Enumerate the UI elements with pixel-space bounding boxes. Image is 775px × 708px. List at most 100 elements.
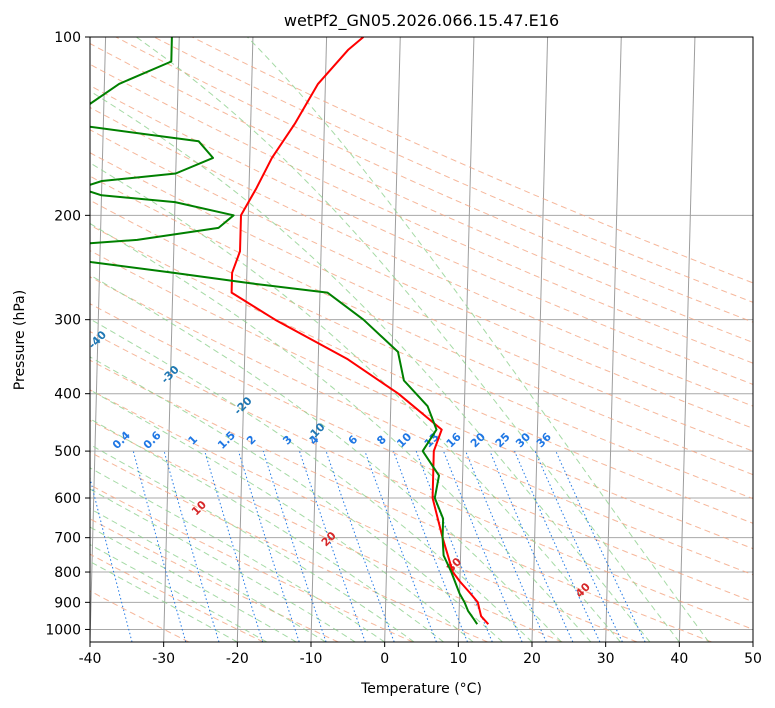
mixing-ratio-label: 16 xyxy=(444,430,464,450)
dry-adiabat-line xyxy=(90,359,712,642)
moist-adiabat-line xyxy=(90,356,503,642)
y-tick-label: 1000 xyxy=(45,622,81,638)
dry-adiabat-line xyxy=(191,37,753,284)
mixing-ratio-line xyxy=(238,450,300,642)
chart-title: wetPf2_GN05.2026.066.15.47.E16 xyxy=(284,11,559,31)
dry-adiabat-line xyxy=(90,63,753,364)
dry-adiabat-line xyxy=(90,303,753,603)
dry-adiabat-label: 20 xyxy=(319,529,339,549)
mixing-ratio-label: 0.1 xyxy=(13,429,36,452)
dry-adiabat-line xyxy=(90,129,753,429)
mixing-ratio-label: 0.6 xyxy=(141,429,164,452)
y-tick-label: 600 xyxy=(54,491,81,507)
isotherm-line xyxy=(163,37,180,642)
mixing-ratio-label: 10 xyxy=(394,430,414,450)
mixing-ratio-line xyxy=(132,450,187,642)
moist-adiabats xyxy=(90,37,710,642)
dry-adiabat-line xyxy=(90,43,753,343)
dry-adiabat-line xyxy=(90,389,638,642)
moist-adiabat-line xyxy=(90,162,621,642)
plot-frame xyxy=(89,36,754,643)
dry-adiabat-line xyxy=(90,224,753,524)
mixing-ratio-line xyxy=(325,450,395,642)
moist-adiabat-line xyxy=(90,274,562,642)
moist-adiabat-line xyxy=(90,467,385,642)
x-tick-label: 50 xyxy=(744,651,762,667)
mixing-ratio-label: 25 xyxy=(493,430,513,450)
y-axis-label: Pressure (hPa) xyxy=(12,290,28,390)
mixing-ratio-line xyxy=(393,450,468,642)
dry-adiabat-line xyxy=(90,553,264,642)
isotherm-line xyxy=(236,37,254,642)
dry-adiabat-label: 10 xyxy=(189,498,209,518)
mixing-ratio-line xyxy=(364,450,437,642)
y-axis: 100 200 300 400 500 600 700 800 900 1000 xyxy=(45,30,90,638)
line-labels: 0.10.20.40.611.52346810131620253036-100-… xyxy=(13,328,593,600)
dry-adiabat-line xyxy=(90,276,753,576)
mixing-ratio-label: 6 xyxy=(346,433,361,448)
isobar-grid xyxy=(90,37,753,630)
dewpoint-line xyxy=(90,37,479,625)
x-tick-label: -20 xyxy=(226,651,249,667)
isotherm-label: -40 xyxy=(86,328,109,351)
isotherm-line xyxy=(90,37,107,642)
dry-adiabat-line xyxy=(90,85,753,385)
mixing-ratio-line xyxy=(262,450,327,642)
isotherm-line xyxy=(678,37,696,642)
y-tick-label: 500 xyxy=(54,444,81,460)
y-tick-label: 400 xyxy=(54,387,81,403)
y-tick-label: 100 xyxy=(54,30,81,46)
isotherm-label: -30 xyxy=(159,363,182,386)
moist-adiabat-line xyxy=(90,418,444,642)
y-tick-label: 300 xyxy=(54,313,81,329)
isotherm-line xyxy=(531,37,549,642)
dry-adiabat-line xyxy=(90,518,339,642)
mixing-ratio-line xyxy=(415,450,493,642)
moist-adiabat-line xyxy=(90,544,268,642)
mixing-ratio-line xyxy=(90,475,133,642)
dry-adiabat-label: 0 xyxy=(56,463,71,478)
y-tick-label: 900 xyxy=(54,595,81,611)
x-tick-label: -10 xyxy=(300,651,323,667)
moist-adiabat-line xyxy=(247,37,710,642)
dry-adiabat-line xyxy=(90,199,753,500)
y-tick-label: 700 xyxy=(54,531,81,547)
moist-adiabat-line xyxy=(90,560,238,642)
moist-adiabat-line xyxy=(90,488,356,642)
dry-adiabat-line xyxy=(90,590,190,642)
mixing-ratio-label: 3 xyxy=(280,433,295,448)
dry-adiabat-label: 40 xyxy=(573,580,593,600)
dry-adiabat-line xyxy=(90,419,563,642)
dry-adiabat-line xyxy=(90,484,414,642)
temperature-line xyxy=(230,37,490,625)
dry-adiabat-line xyxy=(90,175,753,476)
plot-area: 0.10.20.40.611.52346810131620253036-100-… xyxy=(13,37,753,642)
x-tick-label: -30 xyxy=(152,651,175,667)
x-tick-label: 20 xyxy=(523,651,541,667)
y-tick-label: 800 xyxy=(54,565,81,581)
dry-adiabat-line xyxy=(153,37,753,303)
mixing-ratio-line xyxy=(514,450,601,642)
isotherm-line xyxy=(752,622,753,642)
x-tick-label: -40 xyxy=(79,651,102,667)
x-axis: -40 -30 -20 -10 0 10 20 30 40 50 xyxy=(79,642,762,667)
moist-adiabat-line xyxy=(90,318,533,642)
mixing-ratio-line xyxy=(489,450,574,642)
moist-adiabat-line xyxy=(90,526,297,642)
mixing-ratio-label: 20 xyxy=(468,430,488,450)
mixing-ratio-lines xyxy=(90,450,646,642)
moist-adiabat-line xyxy=(90,444,415,642)
mixing-ratio-line xyxy=(163,450,220,642)
x-axis-label: Temperature (°C) xyxy=(360,681,482,697)
isotherm-line xyxy=(605,37,622,642)
x-tick-label: 30 xyxy=(597,651,615,667)
mixing-ratio-line xyxy=(204,450,264,642)
moist-adiabat-line xyxy=(90,508,326,642)
isotherm-line xyxy=(384,37,401,642)
dry-adiabats xyxy=(90,37,753,642)
moist-adiabat-line xyxy=(90,222,592,642)
dry-adiabat-line xyxy=(90,451,488,642)
mixing-ratio-line xyxy=(465,450,547,642)
x-tick-label: 0 xyxy=(380,651,389,667)
